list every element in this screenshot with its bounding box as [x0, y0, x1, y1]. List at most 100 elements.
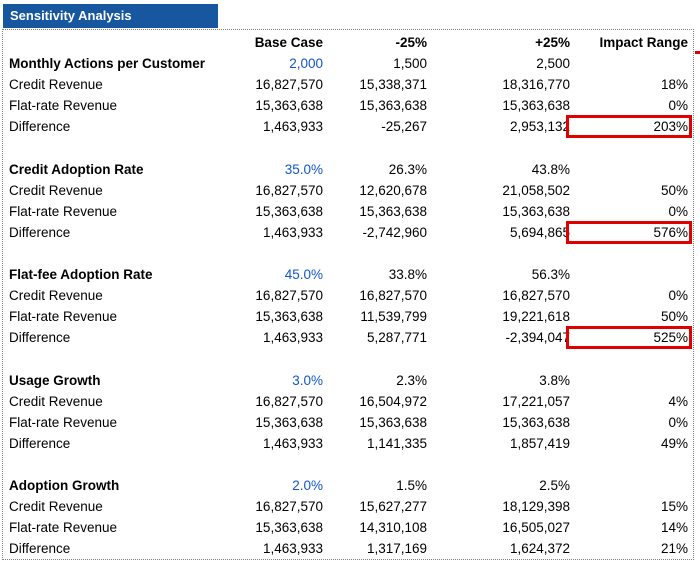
sheet-title-bar: Sensitivity Analysis [3, 4, 218, 28]
base-case-cell: 1,463,933 [262, 119, 323, 135]
base-case-cell: 1,463,933 [262, 435, 323, 451]
plus25-cell: 17,221,057 [502, 393, 570, 409]
section-spacer [3, 454, 693, 475]
impact-range-cell: 49% [660, 435, 688, 451]
table-row: Flat-rate Revenue 15,363,638 15,363,638 … [3, 95, 693, 116]
minus25-cell: 16,504,972 [359, 393, 427, 409]
minus25-cell: -25,267 [381, 119, 427, 135]
impact-range-cell-highlighted: 203% [566, 115, 692, 139]
section-header-row: Credit Adoption Rate 35.0% 26.3% 43.8% [3, 159, 693, 180]
minus25-cell: 15,363,638 [359, 203, 427, 219]
plus25-cell: 15,363,638 [502, 414, 570, 430]
minus25-cell: 1.5% [396, 478, 427, 494]
row-label: Difference [9, 330, 71, 346]
base-case-cell: 15,363,638 [255, 520, 323, 536]
impact-range-cell: 0% [668, 288, 688, 304]
plus25-cell: 43.8% [531, 161, 570, 177]
table-row: Credit Revenue 16,827,570 16,504,972 17,… [3, 391, 693, 412]
section-name: Usage Growth [9, 372, 101, 388]
base-case-cell: 15,363,638 [255, 309, 323, 325]
column-header-impact-range: Impact Range [599, 35, 688, 51]
impact-range-cell: 18% [660, 77, 688, 93]
base-case-cell: 45.0% [284, 267, 323, 283]
minus25-cell: 5,287,771 [366, 330, 427, 346]
minus25-cell: 15,363,638 [359, 414, 427, 430]
table-row: Credit Revenue 16,827,570 15,627,277 18,… [3, 496, 693, 517]
section-name: Credit Adoption Rate [9, 161, 144, 177]
plus25-cell: -2,394,047 [505, 330, 570, 346]
minus25-cell: 14,310,108 [359, 520, 427, 536]
table-row: Flat-rate Revenue 15,363,638 11,539,799 … [3, 306, 693, 327]
impact-range-cell: 15% [660, 499, 688, 515]
base-case-cell: 3.0% [292, 372, 323, 388]
impact-range-cell-highlighted: 576% [566, 220, 692, 244]
table-row: Flat-rate Revenue 15,363,638 15,363,638 … [3, 201, 693, 222]
row-label: Difference [9, 541, 71, 557]
impact-range-cell: 0% [668, 414, 688, 430]
section-header-row: Usage Growth 3.0% 2.3% 3.8% [3, 370, 693, 391]
minus25-cell: 16,827,570 [359, 288, 427, 304]
impact-range-cell: 4% [668, 393, 688, 409]
base-case-cell: 15,363,638 [255, 203, 323, 219]
table-row: Difference 1,463,933 -2,742,960 5,694,86… [3, 220, 693, 244]
impact-range-cell: 0% [668, 203, 688, 219]
row-label: Flat-rate Revenue [9, 203, 118, 219]
column-header-base-case: Base Case [254, 35, 323, 51]
table-row: Difference 1,463,933 5,287,771 -2,394,04… [3, 326, 693, 350]
base-case-cell: 16,827,570 [255, 288, 323, 304]
section-header-row: Adoption Growth 2.0% 1.5% 2.5% [3, 475, 693, 496]
minus25-cell: 15,338,371 [359, 77, 427, 93]
base-case-cell: 16,827,570 [255, 182, 323, 198]
impact-range-cell-highlighted: 525% [566, 326, 692, 350]
minus25-cell: 15,363,638 [359, 98, 427, 114]
minus25-cell: 1,500 [393, 56, 427, 72]
table-row: Flat-rate Revenue 15,363,638 15,363,638 … [3, 412, 693, 433]
section-header-row: Monthly Actions per Customer 2,000 1,500… [3, 53, 693, 74]
plus25-cell: 15,363,638 [502, 98, 570, 114]
minus25-cell: -2,742,960 [362, 224, 427, 240]
impact-range-cell: 50% [660, 309, 688, 325]
base-case-cell: 1,463,933 [262, 330, 323, 346]
page-title: Sensitivity Analysis [10, 8, 132, 23]
plus25-cell: 15,363,638 [502, 203, 570, 219]
plus25-cell: 2.5% [539, 478, 570, 494]
section-header-row: Flat-fee Adoption Rate 45.0% 33.8% 56.3% [3, 264, 693, 285]
row-label: Flat-rate Revenue [9, 414, 118, 430]
table-row: Credit Revenue 16,827,570 12,620,678 21,… [3, 180, 693, 201]
plus25-cell: 5,694,865 [509, 224, 570, 240]
row-label: Difference [9, 119, 71, 135]
minus25-cell: 2.3% [396, 372, 427, 388]
row-label: Credit Revenue [9, 393, 103, 409]
impact-range-cell: 0% [668, 98, 688, 114]
minus25-cell: 1,141,335 [366, 435, 427, 451]
plus25-cell: 3.8% [539, 372, 570, 388]
sensitivity-table: Base Case -25% +25% Impact Range Monthly… [2, 29, 694, 560]
minus25-cell: 1,317,169 [366, 541, 427, 557]
base-case-cell: 1,463,933 [262, 224, 323, 240]
column-header-minus25: -25% [395, 35, 427, 51]
base-case-cell: 16,827,570 [255, 77, 323, 93]
red-edge-marker [695, 51, 700, 54]
section-name: Adoption Growth [9, 478, 120, 494]
column-header-plus25: +25% [535, 35, 570, 51]
row-label: Difference [9, 435, 71, 451]
plus25-cell: 18,316,770 [502, 77, 570, 93]
base-case-cell: 2.0% [292, 478, 323, 494]
minus25-cell: 11,539,799 [360, 309, 427, 325]
table-row: Difference 1,463,933 1,317,169 1,624,372… [3, 538, 693, 559]
base-case-cell: 16,827,570 [255, 393, 323, 409]
column-header-row: Base Case -25% +25% Impact Range [3, 32, 693, 53]
minus25-cell: 26.3% [388, 161, 427, 177]
table-row: Flat-rate Revenue 15,363,638 14,310,108 … [3, 517, 693, 538]
base-case-cell: 15,363,638 [255, 414, 323, 430]
section-name: Flat-fee Adoption Rate [9, 267, 153, 283]
plus25-cell: 19,221,618 [502, 309, 570, 325]
section-spacer [3, 137, 693, 158]
minus25-cell: 12,620,678 [359, 182, 427, 198]
plus25-cell: 21,058,502 [502, 182, 570, 198]
base-case-cell: 15,363,638 [255, 98, 323, 114]
table-row: Difference 1,463,933 1,141,335 1,857,419… [3, 433, 693, 454]
table-row: Credit Revenue 16,827,570 16,827,570 16,… [3, 285, 693, 306]
plus25-cell: 16,505,027 [502, 520, 570, 536]
row-label: Difference [9, 224, 71, 240]
